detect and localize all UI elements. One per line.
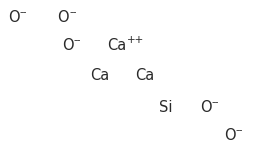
Text: --: -- — [212, 97, 220, 107]
Text: Ca: Ca — [135, 68, 154, 83]
Text: Ca: Ca — [107, 38, 126, 53]
Text: ++: ++ — [127, 35, 144, 45]
Text: O: O — [62, 38, 74, 53]
Text: Si: Si — [159, 100, 172, 115]
Text: O: O — [224, 128, 236, 143]
Text: --: -- — [20, 7, 28, 17]
Text: O: O — [200, 100, 212, 115]
Text: --: -- — [236, 125, 243, 135]
Text: --: -- — [74, 35, 81, 45]
Text: Ca: Ca — [90, 68, 109, 83]
Text: O: O — [57, 10, 69, 25]
Text: O: O — [8, 10, 20, 25]
Text: --: -- — [69, 7, 77, 17]
